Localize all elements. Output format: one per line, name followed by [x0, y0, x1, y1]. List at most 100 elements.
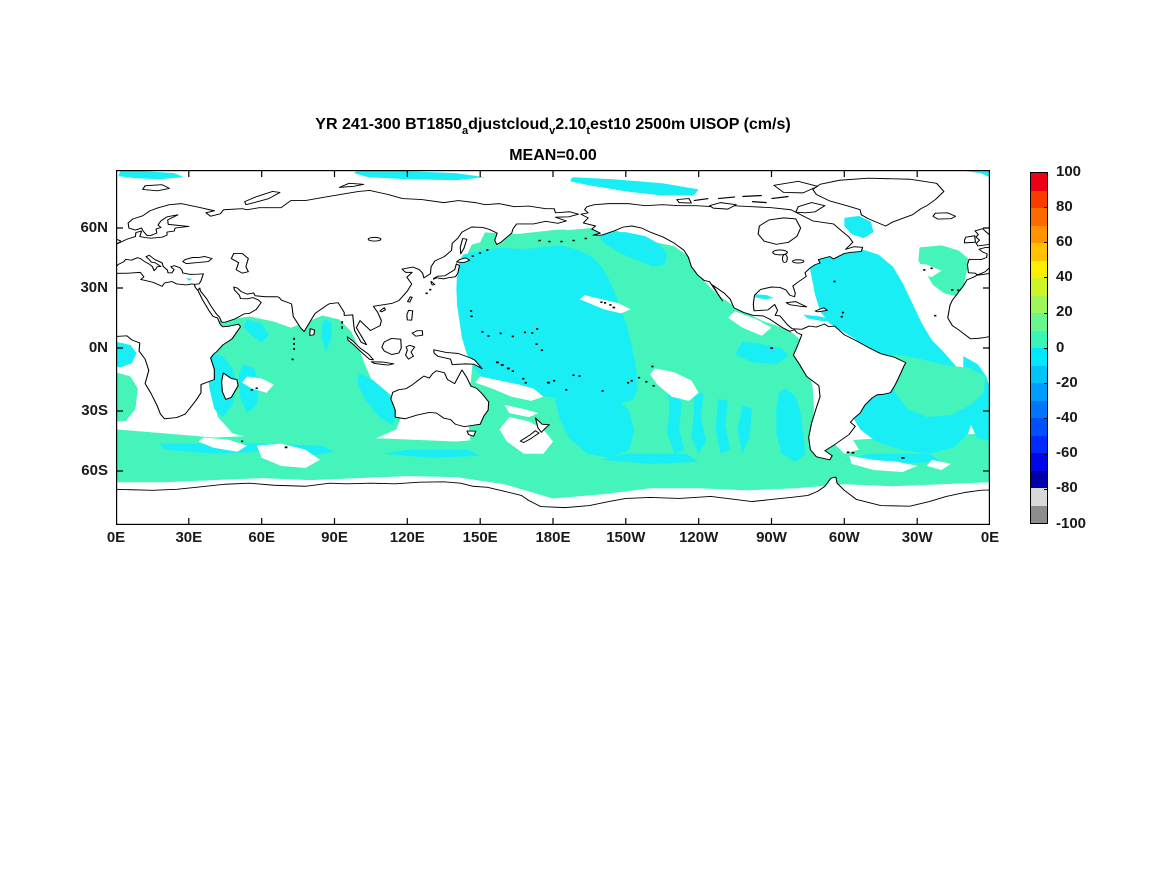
xtick-label: 90E: [321, 529, 348, 546]
colorbar-segment: [1031, 400, 1047, 418]
colorbar-segment: [1031, 313, 1047, 331]
ocean-positive-overlay: [889, 245, 986, 418]
colorbar-segment: [1031, 505, 1047, 523]
colorbar-label: -40: [1056, 409, 1078, 426]
ocean-patch-arctic2: [353, 170, 486, 181]
colorbar-segment: [1031, 243, 1047, 261]
ocean-patch-arctic4: [957, 170, 990, 178]
colorbar-segment: [1031, 383, 1047, 401]
nodata-polynesia: [650, 368, 699, 401]
nodata-nzplateau: [499, 417, 554, 454]
mean-label: MEAN=0.00: [509, 147, 597, 164]
xtick-label: 90W: [756, 529, 787, 546]
xtick-label: 180E: [535, 529, 571, 546]
ocean-patch-guinea: [116, 341, 137, 368]
lake-baikal: [367, 236, 382, 242]
ocean-negative-layer: [116, 170, 990, 464]
ocean-patch-med: [186, 277, 193, 281]
colorbar-label: -60: [1056, 444, 1078, 461]
ocean-streak-sepac3: [715, 398, 731, 454]
ocean-patch-indian: [209, 315, 403, 444]
nodata-melanesia2: [504, 404, 539, 418]
ocean-streak-sepac4: [737, 404, 753, 454]
colorbar-segment: [1031, 190, 1047, 208]
lake-blacksea: [181, 256, 213, 265]
colorbar-tick: [1044, 489, 1048, 490]
colorbar-segment: [1031, 470, 1047, 488]
title-text: est10 2500m UISOP (cm/s): [590, 116, 791, 133]
colorbar-segment: [1031, 173, 1047, 191]
world-map-svg: [116, 170, 990, 525]
ocean-patch-bengal: [321, 319, 333, 353]
xtick-label: 150W: [606, 529, 646, 546]
colorbar-segment: [1031, 208, 1047, 226]
xtick-label: 30E: [175, 529, 203, 546]
ocean-patch-arctic1: [118, 170, 184, 180]
ytick-label: 60S: [81, 462, 108, 479]
xtick-label: 30W: [901, 529, 933, 546]
ocean-streak-sepac2: [691, 392, 706, 454]
colorbar-label: 40: [1056, 268, 1073, 285]
colorbar-segment: [1031, 365, 1047, 383]
colorbar-label: -20: [1056, 374, 1078, 391]
lake-hudson-bay: [757, 217, 802, 245]
xtick-label: 120W: [679, 529, 719, 546]
colorbar-label: -100: [1056, 515, 1087, 532]
colorbar-tick: [1044, 418, 1048, 419]
colorbar-tick: [1044, 454, 1048, 455]
ocean-streak-so3: [601, 453, 699, 464]
xtick-label: 60E: [248, 529, 276, 546]
title-text: YR 241-300 BT1850: [315, 116, 463, 133]
ocean-patch-eqepac: [735, 341, 789, 365]
ocean-patch-neatlantic: [918, 245, 969, 297]
title-subscript: v: [549, 125, 556, 137]
colorbar-segment: [1031, 418, 1047, 436]
colorbar-label: -80: [1056, 479, 1078, 496]
title-subscript: a: [462, 125, 469, 137]
colorbar-tick: [1044, 207, 1048, 208]
arctic-archipelago-lines: [693, 194, 789, 204]
nodata-scotia2: [926, 459, 952, 470]
colorbar-label: 60: [1056, 233, 1073, 250]
nodata-timor: [387, 368, 427, 381]
ocean-patch-beaufort: [569, 177, 699, 196]
nodata-mascarene: [242, 376, 274, 393]
colorbar-segment: [1031, 435, 1047, 453]
colorbar-segment: [1031, 295, 1047, 313]
nodata-melanesia1: [475, 376, 544, 401]
xtick-label: 120E: [389, 529, 425, 546]
map-plot: [116, 170, 990, 525]
nodata-scotia1: [849, 455, 918, 473]
colorbar-label: 80: [1056, 198, 1073, 215]
ocean-streak-sepac1: [667, 384, 685, 454]
lake-michigan: [781, 254, 788, 264]
colorbar-tick: [1044, 348, 1048, 349]
title-text: 2.10: [555, 116, 587, 133]
nodata-hawaii: [579, 295, 631, 314]
ytick-label: 0N: [88, 339, 108, 356]
lake-superior: [772, 249, 788, 256]
title-text: djustcloud: [468, 116, 550, 133]
ocean-patch-swpacific: [555, 388, 635, 458]
ocean-patch-gomex: [754, 294, 774, 300]
island-dots-layer: [241, 237, 960, 459]
ocean-patch-arabian: [243, 319, 269, 343]
xtick-label: 0E: [106, 529, 126, 546]
colorbar-tick: [1044, 383, 1048, 384]
ocean-patch-mascarene: [238, 364, 260, 414]
title-subscript: t: [586, 125, 590, 137]
nodata-crozet: [198, 437, 248, 452]
axis-tick-marks: [116, 170, 990, 525]
colorbar-segment: [1031, 330, 1047, 348]
ocean-patch-angola: [116, 372, 138, 422]
colorbar-tick: [1044, 242, 1048, 243]
colorbar-segment: [1031, 278, 1047, 296]
ocean-patch-eastindian: [357, 372, 398, 426]
colorbar-segment: [1031, 453, 1047, 471]
colorbar-label: 0: [1056, 339, 1065, 356]
ocean-streak-so2: [383, 449, 481, 458]
colorbar-segment: [1031, 488, 1047, 506]
ocean-patch-nepacific: [599, 232, 668, 267]
colorbar-segment: [1031, 225, 1047, 243]
colorbar-segment: [1031, 348, 1047, 366]
